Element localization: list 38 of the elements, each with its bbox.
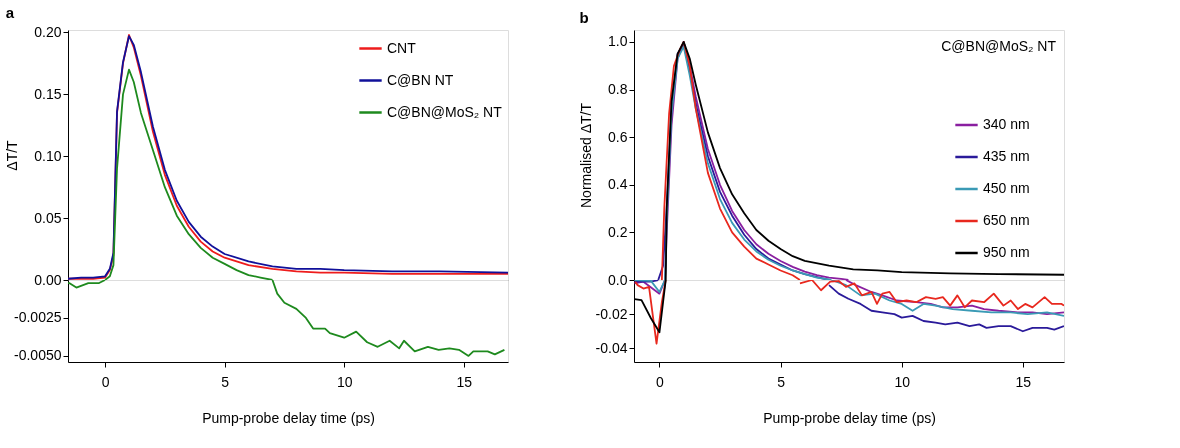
legend-label: 340 nm — [983, 116, 1030, 132]
x-axis-title: Pump-probe delay time (ps) — [202, 409, 375, 426]
x-tick-label: 15 — [1015, 373, 1032, 390]
y-tick-label: 0.10 — [34, 147, 62, 164]
y-tick-label: -0.04 — [595, 339, 628, 356]
legend-label: 650 nm — [983, 212, 1030, 228]
y-tick-label: -0.0050 — [14, 347, 62, 364]
annotation: C@BN@MoS₂ NT — [941, 38, 1057, 54]
chart-title: b — [579, 9, 589, 26]
y-tick-label: 0.05 — [34, 209, 62, 226]
y-tick-label: 1.0 — [608, 33, 628, 50]
x-tick-label: 15 — [456, 373, 473, 390]
x-tick-label: 5 — [221, 373, 230, 390]
y-axis-title: ΔT/T — [4, 139, 21, 171]
y-tick-label: 0.2 — [608, 223, 628, 240]
x-tick-label: 10 — [336, 373, 353, 390]
y-tick-label: 0.15 — [34, 85, 62, 102]
legend-label: CNT — [387, 39, 417, 56]
legend-label: 435 nm — [983, 148, 1030, 164]
y-tick-label: -0.0025 — [14, 309, 62, 326]
y-tick-label: 0.20 — [34, 23, 62, 40]
y-tick-label: -0.02 — [595, 305, 628, 322]
legend-label: 450 nm — [983, 180, 1030, 196]
y-tick-label: 0.4 — [608, 176, 628, 193]
x-tick-label: 0 — [101, 373, 110, 390]
y-tick-label: 0.0 — [608, 271, 628, 288]
y-tick-label: 0.8 — [608, 81, 628, 98]
y-tick-label: 0.00 — [34, 271, 62, 288]
y-axis-title: Normalised ΔT/T — [578, 102, 595, 209]
legend-label: C@BN NT — [387, 71, 454, 88]
chart-title: a — [5, 4, 15, 22]
x-tick-label: 0 — [656, 373, 665, 390]
x-tick-label: 5 — [777, 373, 786, 390]
x-tick-label: 10 — [894, 373, 911, 390]
legend-label: 950 nm — [983, 244, 1030, 260]
x-axis-title: Pump-probe delay time (ps) — [763, 409, 936, 426]
y-tick-label: 0.6 — [608, 128, 628, 145]
legend-label: C@BN@MoS₂ NT — [387, 103, 503, 120]
